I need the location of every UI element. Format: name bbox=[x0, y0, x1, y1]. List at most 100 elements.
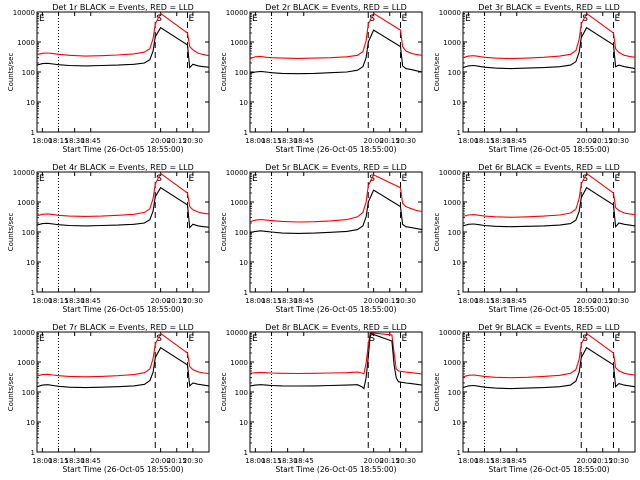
end-marker-label: E bbox=[402, 174, 408, 184]
x-tick-label: 18:00 bbox=[245, 297, 265, 305]
x-tick-label: 20:30 bbox=[183, 297, 203, 305]
y-axis-label: Counts/sec bbox=[220, 373, 228, 412]
y-axis-label: Counts/sec bbox=[220, 213, 228, 252]
left-edge-marker-label: E bbox=[252, 174, 258, 184]
start-marker-label: S bbox=[156, 14, 162, 24]
detector-panel-5: Det 5r BLACK = Events, RED = LLD 1 10 100 10… bbox=[220, 163, 423, 314]
x-tick-label: 20:00 bbox=[364, 297, 384, 305]
end-marker-label: E bbox=[615, 14, 621, 24]
x-tick-label: 18:15 bbox=[48, 297, 68, 305]
x-tick-label: 18:00 bbox=[245, 137, 265, 145]
panel-title: Det 5r BLACK = Events, RED = LLD bbox=[265, 163, 407, 172]
start-marker-label: S bbox=[369, 14, 375, 24]
lld-series-line bbox=[250, 332, 422, 375]
y-tick-label: 100 bbox=[22, 69, 35, 77]
x-tick-label: 20:00 bbox=[151, 457, 171, 465]
events-series-line bbox=[250, 332, 422, 390]
lld-series-line bbox=[250, 174, 422, 223]
x-tick-label: 18:15 bbox=[261, 297, 281, 305]
y-tick-label: 1000 bbox=[230, 199, 248, 207]
y-tick-label: 10000 bbox=[226, 329, 248, 337]
y-tick-label: 10000 bbox=[439, 329, 461, 337]
lld-series-line bbox=[37, 332, 209, 378]
y-tick-label: 10000 bbox=[13, 169, 35, 177]
y-tick-label: 10 bbox=[452, 419, 461, 427]
x-axis-label: Start Time (26-Oct-05 18:55:00) bbox=[62, 145, 183, 154]
y-tick-label: 10000 bbox=[13, 9, 35, 17]
y-tick-label: 1000 bbox=[230, 39, 248, 47]
y-tick-label: 1 bbox=[244, 289, 248, 297]
x-tick-label: 18:30 bbox=[65, 137, 85, 145]
x-tick-label: 20:15 bbox=[380, 137, 400, 145]
events-series-line bbox=[463, 186, 635, 229]
x-tick-label: 18:00 bbox=[32, 457, 52, 465]
y-tick-label: 100 bbox=[235, 389, 248, 397]
panel-title: Det 7r BLACK = Events, RED = LLD bbox=[52, 323, 194, 332]
lld-series-line bbox=[463, 172, 635, 218]
x-tick-label: 20:15 bbox=[380, 297, 400, 305]
x-axis-label: Start Time (26-Oct-05 18:55:00) bbox=[488, 465, 609, 474]
panel-title: Det 9r BLACK = Events, RED = LLD bbox=[478, 323, 620, 332]
x-tick-label: 18:15 bbox=[474, 457, 494, 465]
y-tick-label: 100 bbox=[448, 69, 461, 77]
detector-panel-7: Det 7r BLACK = Events, RED = LLD 1 10 100 10… bbox=[7, 323, 210, 474]
start-marker-label: S bbox=[369, 334, 375, 344]
x-tick-label: 18:30 bbox=[65, 457, 85, 465]
left-edge-marker-label: E bbox=[39, 14, 45, 24]
x-tick-label: 20:30 bbox=[609, 137, 629, 145]
x-tick-label: 18:30 bbox=[65, 297, 85, 305]
y-tick-label: 1000 bbox=[443, 199, 461, 207]
y-tick-label: 1 bbox=[31, 289, 35, 297]
x-tick-label: 20:00 bbox=[151, 137, 171, 145]
x-tick-label: 20:00 bbox=[364, 137, 384, 145]
detector-panel-1: Det 1r BLACK = Events, RED = LLD 1 10 100 10… bbox=[7, 3, 210, 154]
y-tick-label: 1 bbox=[31, 449, 35, 457]
detector-panel-3: Det 3r BLACK = Events, RED = LLD 1 10 100 10… bbox=[433, 3, 636, 154]
events-series-line bbox=[37, 26, 209, 69]
x-tick-label: 18:15 bbox=[474, 297, 494, 305]
left-edge-marker-label: E bbox=[252, 334, 258, 344]
y-tick-label: 10 bbox=[239, 419, 248, 427]
x-tick-label: 20:00 bbox=[577, 457, 597, 465]
end-marker-label: E bbox=[402, 14, 408, 24]
y-tick-label: 1000 bbox=[230, 359, 248, 367]
y-tick-label: 1000 bbox=[17, 39, 35, 47]
start-marker-label: S bbox=[582, 334, 588, 344]
x-tick-label: 18:30 bbox=[278, 457, 298, 465]
y-tick-label: 10 bbox=[26, 419, 35, 427]
y-tick-label: 100 bbox=[448, 229, 461, 237]
panel-title: Det 3r BLACK = Events, RED = LLD bbox=[478, 3, 620, 12]
y-tick-label: 10000 bbox=[13, 329, 35, 337]
x-tick-label: 18:45 bbox=[507, 457, 527, 465]
x-tick-label: 18:00 bbox=[245, 457, 265, 465]
detector-panel-2: Det 2r BLACK = Events, RED = LLD 1 10 100 10… bbox=[220, 3, 423, 154]
left-edge-marker-label: E bbox=[465, 14, 471, 24]
x-tick-label: 18:00 bbox=[458, 297, 478, 305]
x-axis-label: Start Time (26-Oct-05 18:55:00) bbox=[275, 305, 396, 314]
end-marker-label: E bbox=[615, 174, 621, 184]
end-marker-label: E bbox=[402, 334, 408, 344]
x-axis-label: Start Time (26-Oct-05 18:55:00) bbox=[488, 145, 609, 154]
lld-series-line bbox=[250, 12, 422, 60]
start-marker-label: S bbox=[582, 14, 588, 24]
x-tick-label: 18:30 bbox=[278, 137, 298, 145]
x-axis-label: Start Time (26-Oct-05 18:55:00) bbox=[275, 465, 396, 474]
x-axis-label: Start Time (26-Oct-05 18:55:00) bbox=[62, 305, 183, 314]
plot-frame bbox=[249, 331, 423, 453]
y-tick-label: 10000 bbox=[439, 169, 461, 177]
x-tick-label: 18:15 bbox=[261, 137, 281, 145]
x-tick-label: 18:45 bbox=[507, 297, 527, 305]
x-tick-label: 18:15 bbox=[48, 137, 68, 145]
y-axis-label: Counts/sec bbox=[433, 53, 441, 92]
y-axis-label: Counts/sec bbox=[7, 373, 15, 412]
y-tick-label: 10 bbox=[26, 259, 35, 267]
x-tick-label: 20:30 bbox=[183, 457, 203, 465]
x-axis-label: Start Time (26-Oct-05 18:55:00) bbox=[488, 305, 609, 314]
left-edge-marker-label: E bbox=[465, 334, 471, 344]
x-tick-label: 18:00 bbox=[458, 137, 478, 145]
y-axis-label: Counts/sec bbox=[7, 53, 15, 92]
x-tick-label: 20:15 bbox=[593, 297, 613, 305]
start-marker-label: S bbox=[582, 174, 588, 184]
x-tick-label: 18:30 bbox=[278, 297, 298, 305]
left-edge-marker-label: E bbox=[465, 174, 471, 184]
